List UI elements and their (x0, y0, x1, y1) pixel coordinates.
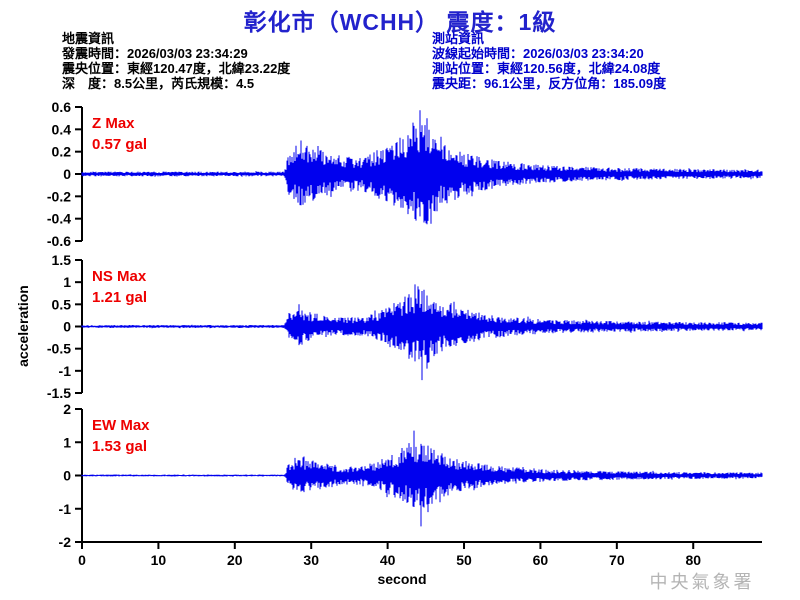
y-tick-label: -1.5 (47, 385, 71, 401)
waveform-trace-ns (81, 284, 763, 381)
y-tick-label: 0 (63, 319, 71, 335)
x-tick-label: 10 (151, 552, 167, 568)
y-tick-label: -0.2 (47, 188, 71, 204)
station-info-line-distance-azimuth: 震央距：96.1公里，反方位角：185.09度 (432, 76, 667, 91)
page-title: 彰化市（WCHH） 震度：1級 (243, 9, 557, 35)
y-tick-label: 0.2 (52, 144, 72, 160)
x-tick-label: 70 (609, 552, 625, 568)
x-tick-label: 80 (685, 552, 701, 568)
x-tick-label: 20 (227, 552, 243, 568)
watermark-agency: 中央氣象署 (650, 572, 755, 592)
y-tick-label: -2 (59, 534, 72, 550)
y-tick-label: 1 (63, 434, 71, 450)
x-tick-label: 0 (78, 552, 86, 568)
y-tick-label: 0 (63, 166, 71, 182)
y-tick-label: 2 (63, 401, 71, 417)
station-info-line-location: 測站位置：東經120.56度，北緯24.08度 (432, 61, 661, 76)
event-info-heading: 地震資訊 (62, 31, 115, 46)
station-info-heading: 測站資訊 (432, 31, 485, 46)
x-tick-label: 30 (303, 552, 319, 568)
y-tick-label: -0.5 (47, 341, 71, 357)
y-tick-label: 0.4 (52, 121, 72, 137)
x-tick-label: 50 (456, 552, 472, 568)
y-tick-label: 0 (63, 468, 71, 484)
event-info-block: 地震資訊 發震時間：2026/03/03 23:34:29 震央位置：東經120… (62, 31, 290, 91)
x-tick-label: 60 (533, 552, 549, 568)
y-tick-label: 0.6 (52, 99, 72, 115)
y-tick-label: -1 (59, 501, 72, 517)
station-info-block: 測站資訊 波線起始時間：2026/03/03 23:34:20 測站位置：東經1… (432, 31, 666, 91)
event-info-line-depth-magnitude: 深 度：8.5公里，芮氏規模：4.5 (62, 76, 255, 91)
channel-max-value-z: 0.57 gal (92, 136, 147, 153)
x-tick-label: 40 (380, 552, 396, 568)
channel-label-ew: EW Max (92, 417, 150, 434)
channel-max-value-ns: 1.21 gal (92, 289, 147, 306)
channel-max-value-ew: 1.53 gal (92, 438, 147, 455)
y-tick-label: -0.4 (47, 211, 71, 227)
y-tick-label: 1 (63, 274, 71, 290)
y-tick-label: -0.6 (47, 233, 71, 249)
waveform-trace-z (81, 110, 763, 225)
y-axis-title: acceleration (15, 285, 31, 367)
event-info-line-epicenter: 震央位置：東經120.47度，北緯23.22度 (62, 61, 291, 76)
station-info-line-start-time: 波線起始時間：2026/03/03 23:34:20 (432, 46, 644, 61)
y-tick-label: -1 (59, 363, 72, 379)
event-info-line-origin-time: 發震時間：2026/03/03 23:34:29 (62, 46, 248, 61)
channel-label-z: Z Max (92, 115, 135, 132)
y-tick-label: 0.5 (52, 296, 72, 312)
channel-label-ns: NS Max (92, 268, 147, 285)
x-axis-title: second (377, 571, 426, 587)
y-tick-label: 1.5 (52, 252, 72, 268)
waveform-trace-ew (81, 430, 763, 527)
